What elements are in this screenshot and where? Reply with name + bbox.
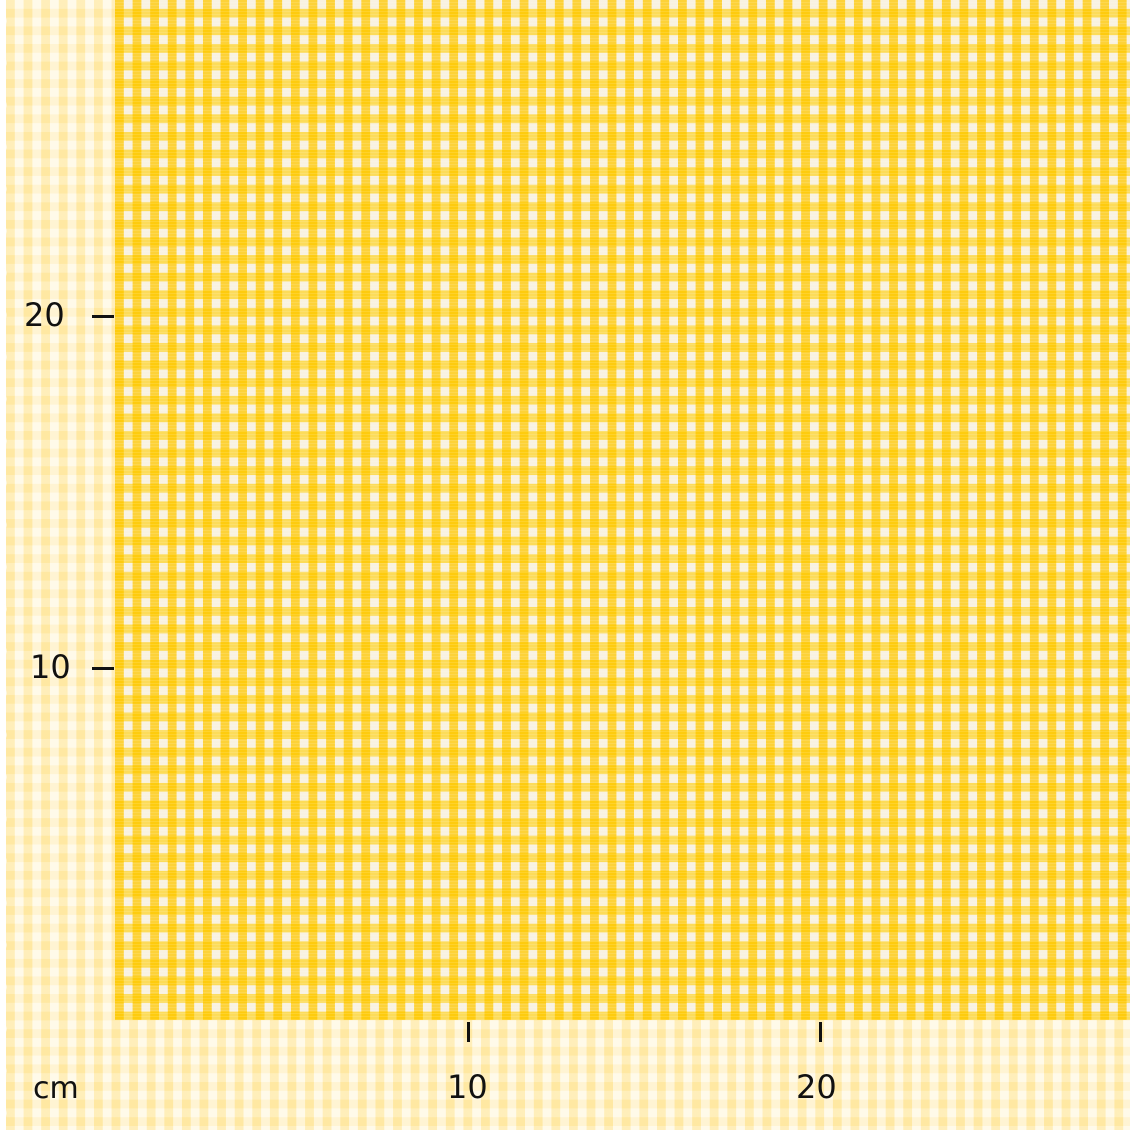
y-tick-label-20: 20 [24,296,65,334]
x-tick-label-20: 20 [796,1068,837,1106]
y-tick-label-10: 10 [30,648,71,686]
unit-label: cm [33,1071,79,1106]
scalloped-edge [0,0,12,1130]
fabric-swatch [115,0,1130,1020]
y-tick-10 [92,667,114,670]
y-tick-20 [92,315,114,318]
x-tick-label-10: 10 [447,1068,488,1106]
x-tick-20 [819,1022,822,1042]
x-tick-10 [467,1022,470,1042]
